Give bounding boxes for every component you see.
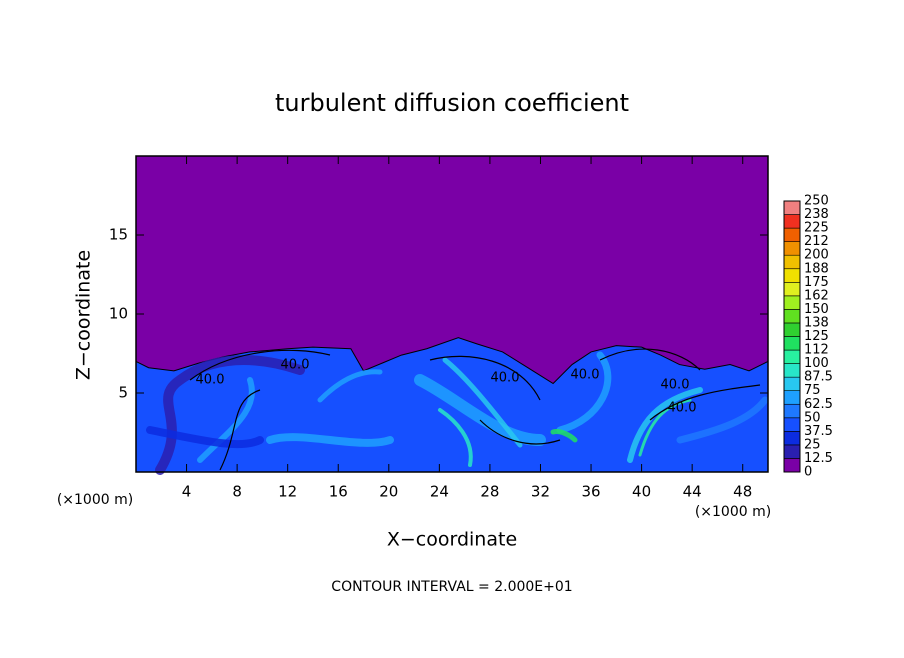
field-streak xyxy=(146,426,264,449)
field-streak xyxy=(438,408,473,467)
field-streak xyxy=(638,398,692,457)
footer-note: CONTOUR INTERVAL = 2.000E+01 xyxy=(331,579,572,595)
x-tick-label: 44 xyxy=(683,483,702,501)
y-tick-label: 10 xyxy=(109,305,128,323)
field-streak xyxy=(442,357,523,448)
colorbar-label: 25 xyxy=(804,437,821,452)
y-tick-label: 5 xyxy=(118,384,128,402)
colorbar-cell xyxy=(783,254,801,270)
y-axis-label: Z−coordinate xyxy=(73,250,95,380)
colorbar-label: 225 xyxy=(804,221,829,236)
x-tick-label: 8 xyxy=(232,483,242,501)
colorbar-cell xyxy=(783,403,801,419)
x-tick-label: 12 xyxy=(278,483,297,501)
field-streak xyxy=(197,377,255,463)
contour-line xyxy=(219,389,261,471)
x-tick-label: 48 xyxy=(733,483,752,501)
contour-line xyxy=(649,384,761,421)
contour-label: 40.0 xyxy=(661,378,690,393)
colorbar-label: 0 xyxy=(804,465,812,480)
colorbar-frame xyxy=(783,200,801,473)
x-tick-label: 20 xyxy=(379,483,398,501)
colorbar-label: 100 xyxy=(804,356,829,371)
colorbar-label: 188 xyxy=(804,261,829,276)
field-streak xyxy=(317,369,383,403)
colorbar-label: 125 xyxy=(804,329,829,344)
colorbar-cell xyxy=(783,322,801,337)
x-tick-label: 36 xyxy=(581,483,600,501)
colorbar-cell xyxy=(783,363,801,378)
colorbar-cell xyxy=(783,241,801,256)
colorbar-cell xyxy=(783,214,801,229)
colorbar-label: 138 xyxy=(804,315,829,330)
colorbar-cell xyxy=(783,444,801,459)
x-unit: (×1000 m) xyxy=(695,504,771,520)
colorbar-cell xyxy=(783,431,801,446)
colorbar-cell xyxy=(783,376,801,391)
contour-line xyxy=(599,348,701,371)
colorbar-label: 112 xyxy=(804,343,829,358)
contour-label: 40.0 xyxy=(281,358,310,373)
contour-label: 40.0 xyxy=(491,371,520,386)
colorbar-cell xyxy=(783,268,801,283)
colorbar-cell xyxy=(783,200,801,215)
contour-label: 40.0 xyxy=(196,373,225,388)
colorbar-label: 150 xyxy=(804,302,829,317)
colorbar-label: 12.5 xyxy=(804,451,833,466)
x-tick-label: 4 xyxy=(182,483,192,501)
x-unit: (×1000 m) xyxy=(57,492,133,508)
colorbar-cell xyxy=(783,281,801,297)
y-tick-label: 15 xyxy=(109,226,128,244)
colorbar-label: 162 xyxy=(804,288,829,303)
colorbar-cell xyxy=(783,295,801,310)
field-streak xyxy=(550,429,578,443)
colorbar-label: 37.5 xyxy=(804,424,833,439)
contour-label: 40.0 xyxy=(668,401,697,416)
contour-line xyxy=(429,355,541,401)
colorbar-label: 200 xyxy=(804,248,829,263)
x-tick-label: 40 xyxy=(632,483,651,501)
x-tick-label: 16 xyxy=(329,483,348,501)
x-axis-label: X−coordinate xyxy=(387,529,517,551)
field-streak xyxy=(676,396,769,444)
colorbar-cell xyxy=(783,309,801,324)
field-streak xyxy=(266,433,394,447)
field-streak xyxy=(627,387,703,463)
field-streak xyxy=(414,374,546,446)
colorbar-cell xyxy=(783,336,801,351)
colorbar-label: 87.5 xyxy=(804,370,833,385)
colorbar-label: 238 xyxy=(804,207,829,222)
colorbar-cell xyxy=(783,227,801,242)
colorbar-label: 75 xyxy=(804,383,821,398)
colorbar-label: 212 xyxy=(804,234,829,249)
colorbar-label: 62.5 xyxy=(804,397,833,412)
colorbar-label: 250 xyxy=(804,194,829,209)
colorbar-cell xyxy=(783,349,801,364)
x-tick-label: 24 xyxy=(430,483,449,501)
x-tick-label: 32 xyxy=(531,483,550,501)
colorbar-label: 175 xyxy=(804,275,829,290)
contour-label: 40.0 xyxy=(571,368,600,383)
field-streak xyxy=(556,351,612,434)
chart-title: turbulent diffusion coefficient xyxy=(275,89,629,117)
x-tick-label: 28 xyxy=(480,483,499,501)
colorbar-cell xyxy=(783,458,801,473)
contour-line xyxy=(189,349,331,381)
colorbar-cell xyxy=(783,417,801,432)
contour-line xyxy=(479,419,561,445)
colorbar-label: 50 xyxy=(804,410,821,425)
colorbar-cell xyxy=(783,390,801,405)
